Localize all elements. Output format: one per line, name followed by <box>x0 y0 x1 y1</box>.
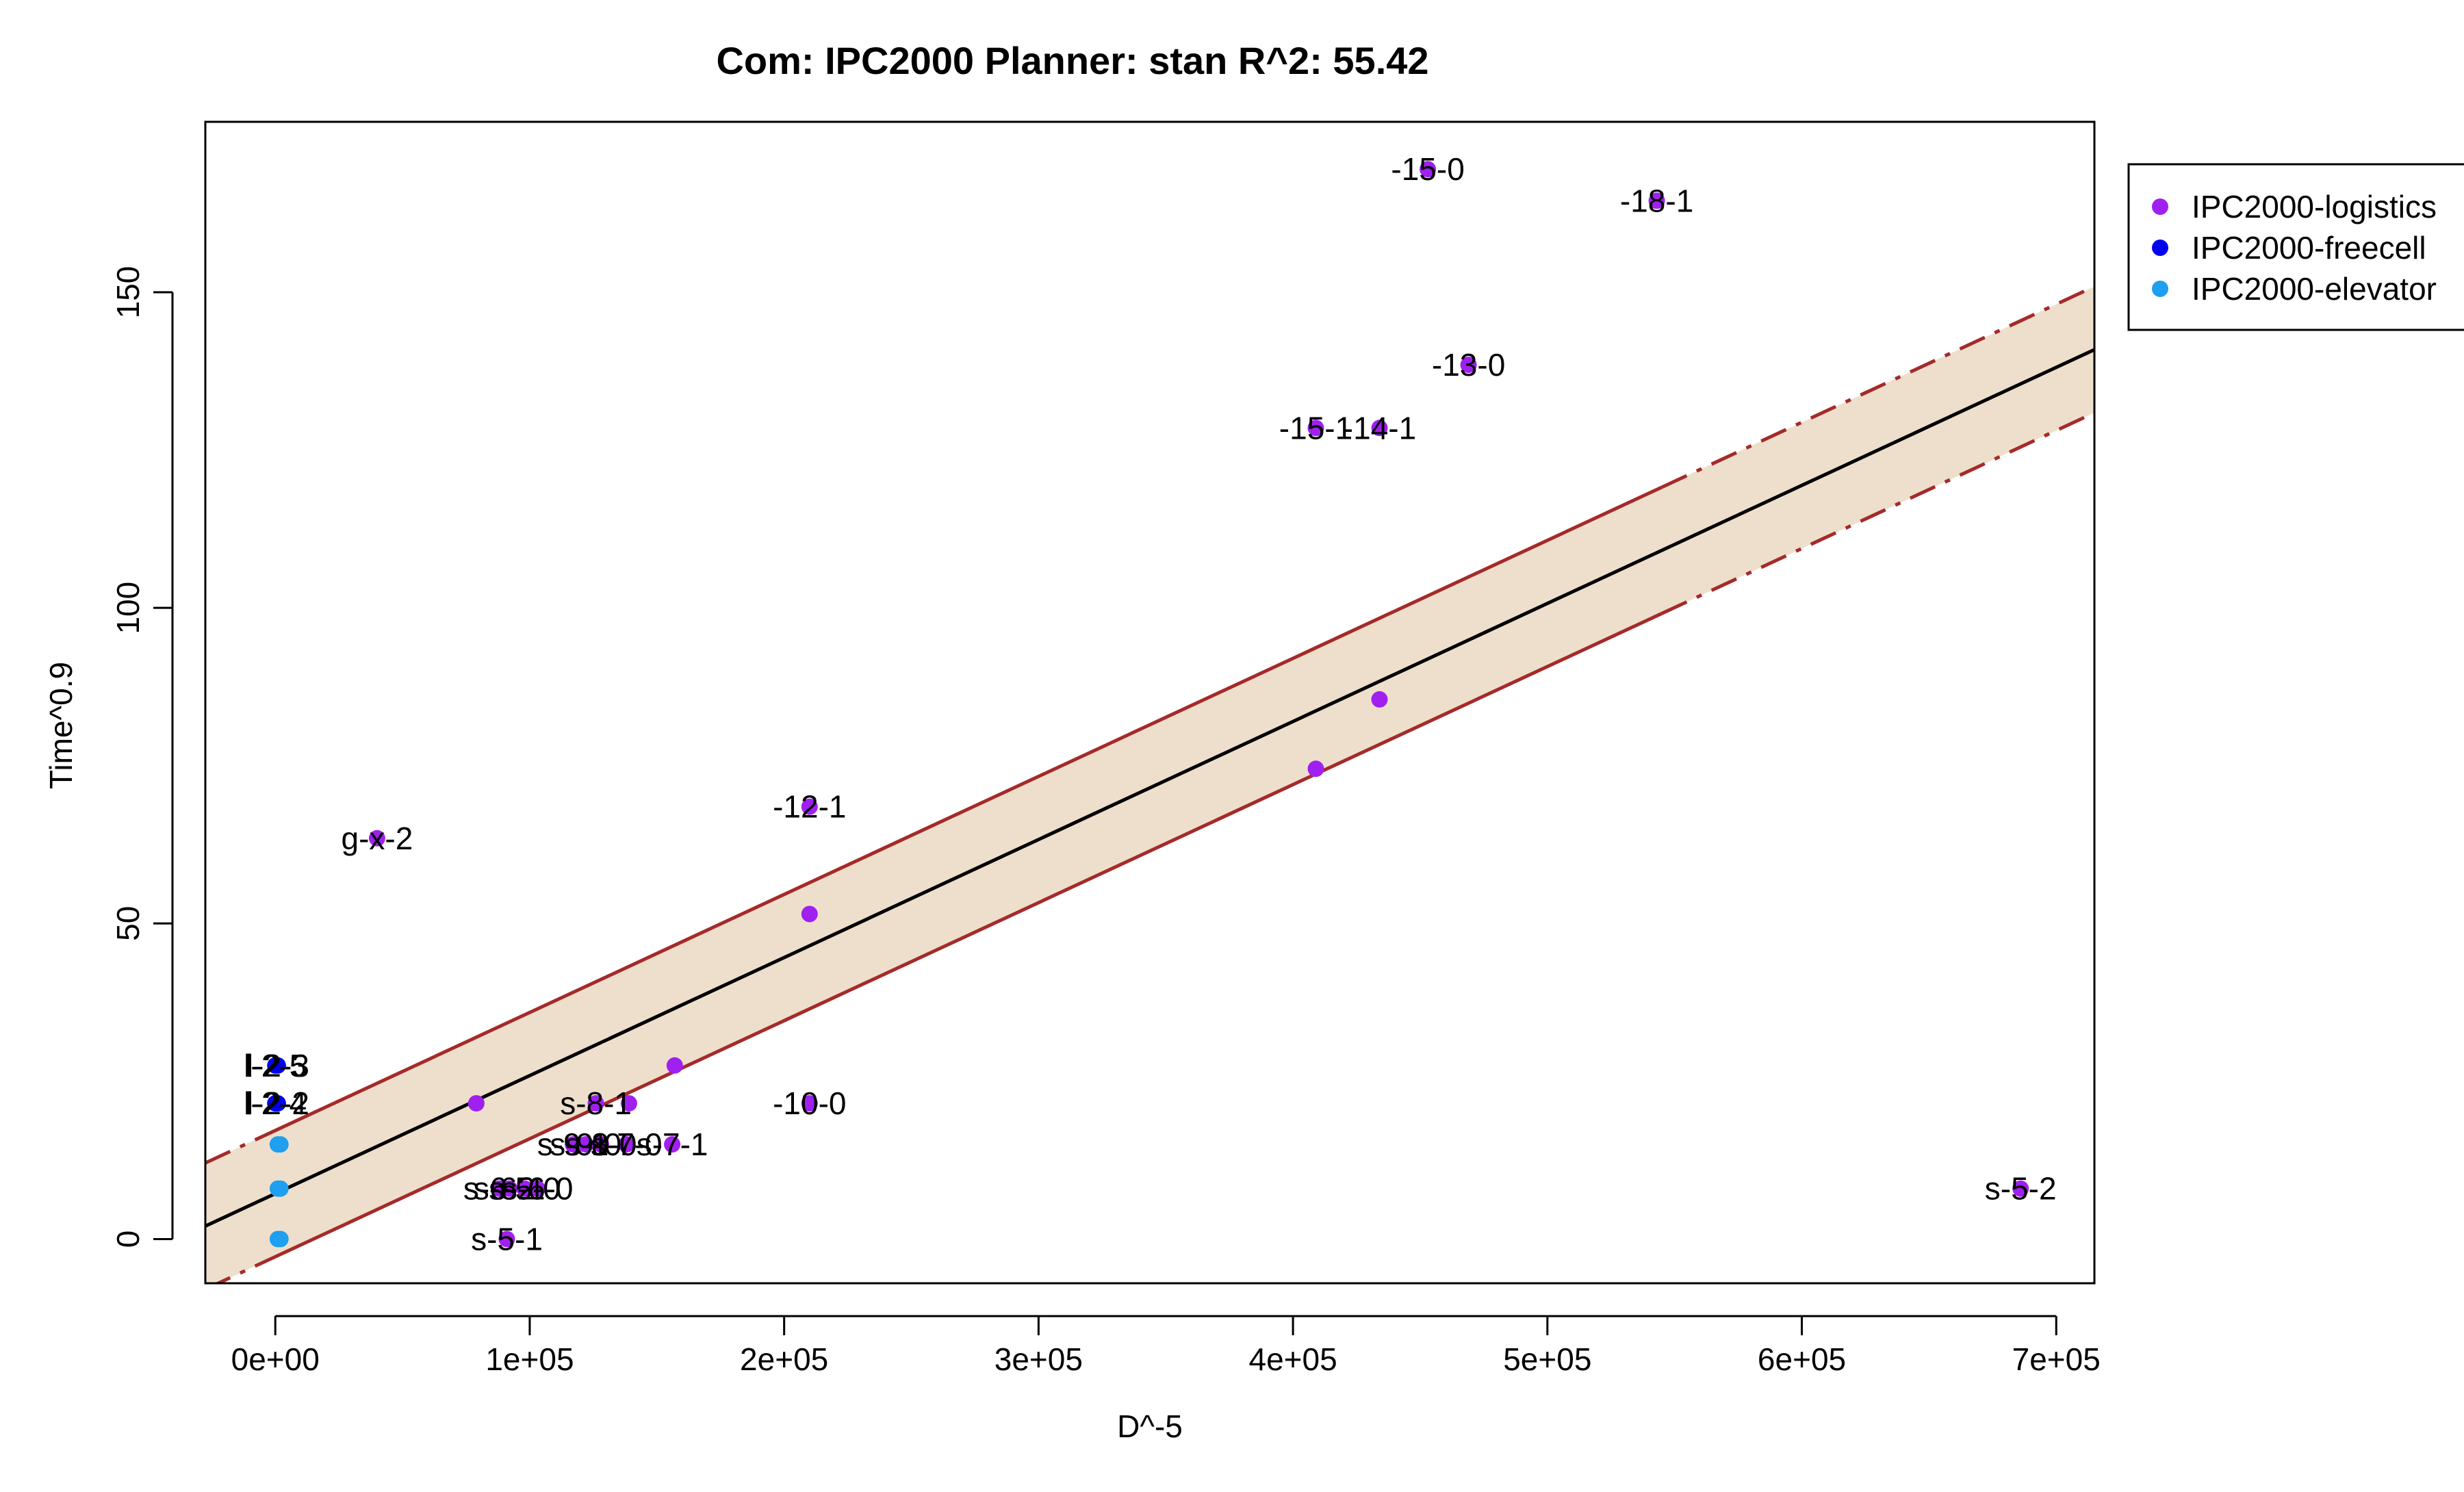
point-label: s-5-1 <box>471 1221 543 1257</box>
band-lower-extrapolated-left <box>214 1255 277 1283</box>
data-point <box>516 1180 533 1197</box>
x-tick-label: 7e+05 <box>2012 1341 2101 1377</box>
point-label: l-2-3 <box>246 1048 309 1083</box>
point-label: -12-1 <box>773 789 846 825</box>
point-label: s-6-1 <box>474 1171 546 1207</box>
data-point <box>272 1180 289 1197</box>
data-point <box>1307 420 1324 437</box>
x-tick-label: 3e+05 <box>994 1341 1083 1377</box>
plot-frame <box>204 120 2096 1285</box>
legend-label: IPC2000-elevator <box>2192 271 2437 307</box>
data-point <box>2012 1180 2029 1197</box>
data-point <box>593 1136 609 1153</box>
point-label: s-9-0 <box>550 1127 621 1162</box>
data-point <box>272 1231 289 1248</box>
y-tick-label: 0 <box>110 1231 146 1248</box>
band-fill <box>205 286 2094 1283</box>
point-label: s-7-1 <box>637 1127 708 1162</box>
data-point <box>577 1136 594 1153</box>
point-label: s-8-0 <box>565 1127 637 1162</box>
data-point <box>664 1136 681 1153</box>
point-label: l-2-4 <box>244 1085 307 1121</box>
band-lower-line <box>274 612 1663 1259</box>
data-point <box>1460 357 1477 374</box>
point-label: -18-1 <box>1620 183 1693 218</box>
band-lower-extrapolated-right <box>1661 411 2094 615</box>
band-upper-extrapolated-left <box>205 1129 277 1165</box>
data-point <box>467 1095 485 1112</box>
point-label: -10-0 <box>773 1085 846 1121</box>
confidence-band <box>205 285 2094 1283</box>
x-tick-label: 6e+05 <box>1758 1341 1846 1377</box>
point-label: s-8-1 <box>560 1085 632 1121</box>
x-axis-label: D^-5 <box>1117 1409 1183 1444</box>
data-point <box>801 905 818 923</box>
data-point <box>269 1095 286 1112</box>
data-point <box>368 829 385 847</box>
data-points <box>267 161 2029 1248</box>
y-axis-label: Time^0.9 <box>43 662 79 789</box>
data-point <box>666 1057 683 1074</box>
x-tick-label: 4e+05 <box>1248 1341 1337 1377</box>
data-point <box>1371 691 1388 708</box>
legend-marker <box>2152 281 2168 297</box>
point-label: -14-1 <box>1343 410 1416 446</box>
legend: IPC2000-logistics IPC2000-freecell IPC2000… <box>2127 163 2464 331</box>
chart-title: Com: IPC2000 Planner: stan R^2: 55.42 <box>716 39 1428 82</box>
point-labels: -15-0 -18-1 -13-0 -15-1-14-1 -12-1 g-x-2 s-8-1… <box>244 151 2056 1257</box>
data-point <box>565 1136 582 1153</box>
data-point <box>1307 760 1324 777</box>
y-tick-label: 100 <box>110 582 146 634</box>
legend-marker <box>2152 198 2168 215</box>
data-point <box>801 798 818 815</box>
data-point <box>1371 420 1388 437</box>
point-label: -15-1 <box>1279 410 1352 446</box>
data-point <box>618 1136 635 1153</box>
data-point <box>269 1057 286 1074</box>
point-label: s-7-0 <box>591 1127 663 1162</box>
band-upper-extrapolated-right <box>1661 285 2094 489</box>
y-tick-label: 150 <box>110 266 146 319</box>
point-label: -13-0 <box>1432 347 1505 383</box>
point-label: s-9-1 <box>537 1127 609 1162</box>
point-label: s-6-2 <box>463 1171 535 1207</box>
x-tick-label: 0e+00 <box>231 1341 320 1377</box>
data-point <box>498 1231 515 1248</box>
legend-label: IPC2000-logistics <box>2192 189 2437 224</box>
point-label: l-2-5 <box>244 1048 307 1083</box>
legend-marker <box>2152 240 2168 256</box>
point-label: s-5-0 <box>489 1171 561 1207</box>
regression-fit <box>205 348 2094 1228</box>
y-axis: 0 50 100 150 <box>110 266 174 1248</box>
legend-box <box>2127 163 2464 331</box>
point-label: s-5-2 <box>1985 1171 2057 1207</box>
data-point <box>620 1095 637 1112</box>
fit-line <box>205 348 2094 1228</box>
data-point <box>801 1095 818 1112</box>
data-point <box>587 1095 604 1112</box>
point-label: l-2-2 <box>246 1085 309 1121</box>
x-tick-label: 1e+05 <box>485 1341 574 1377</box>
y-tick-label: 50 <box>110 906 146 941</box>
point-label: g-x-2 <box>341 821 413 856</box>
x-tick-label: 5e+05 <box>1503 1341 1591 1377</box>
x-axis: 0e+00 1e+05 2e+05 3e+05 4e+05 5e+05 6e+05 7e+05 <box>231 1315 2101 1377</box>
point-label: s-6-0 <box>502 1171 574 1207</box>
data-point <box>1648 192 1665 209</box>
data-point <box>272 1136 289 1153</box>
data-point <box>501 1180 518 1197</box>
x-tick-label: 2e+05 <box>740 1341 828 1377</box>
data-point <box>529 1180 546 1197</box>
data-point <box>1420 161 1437 178</box>
point-label: -15-0 <box>1391 151 1464 187</box>
legend-label: IPC2000-freecell <box>2192 230 2426 266</box>
band-upper-line <box>274 485 1663 1133</box>
